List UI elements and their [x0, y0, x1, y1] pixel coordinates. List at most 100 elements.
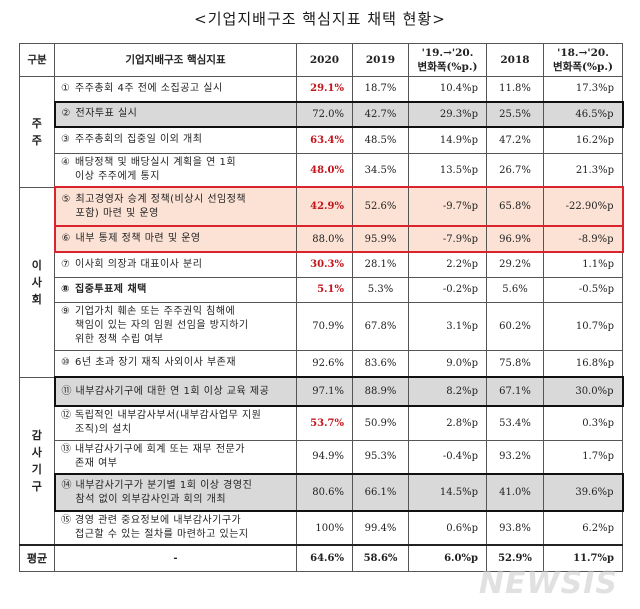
value-2020: 72.0% — [296, 100, 353, 128]
header-category: 구분 — [19, 43, 55, 77]
value-2019: 50.9% — [352, 405, 409, 441]
average-indicator: - — [54, 544, 297, 572]
change-18-20: 39.6%p — [543, 473, 624, 512]
value-2020: 70.9% — [296, 301, 353, 351]
table-row: ⑧ 집중투표제 채택 5.1% 5.3% -0.2%p 5.6% -0.5%p — [20, 276, 623, 303]
value-2018: 11.8% — [486, 76, 544, 102]
header-indicator: 기업지배구조 핵심지표 — [54, 43, 297, 77]
value-2018: 60.2% — [486, 301, 544, 351]
value-2019: 5.3% — [352, 276, 409, 303]
change-18-20: 6.2%p — [543, 510, 623, 546]
indicator-cell: ⑪ 내부감사기구에 대한 연 1회 이상 교육 제공 — [53, 376, 297, 407]
change-19-20: -0.2%p — [408, 276, 487, 303]
average-2018: 52.9% — [486, 544, 544, 572]
value-2019: 67.8% — [352, 301, 409, 351]
indicator-cell: ③ 주주총회의 집중일 이외 개최 — [54, 126, 297, 154]
value-2020: 63.4% — [296, 126, 353, 154]
value-2020: 48.0% — [296, 153, 353, 188]
change-19-20: 9.0%p — [408, 349, 487, 378]
header-2020: 2020 — [296, 43, 353, 77]
value-2019: 95.3% — [352, 439, 409, 475]
table-row: ③ 주주총회의 집중일 이외 개최 63.4% 48.5% 14.9%p 47.2… — [20, 126, 623, 154]
header-2018: 2018 — [486, 43, 544, 77]
indicator-cell: ⑧ 집중투표제 채택 — [54, 276, 297, 303]
value-2020: 97.1% — [296, 376, 353, 407]
change-19-20: 29.3%p — [408, 100, 487, 128]
change-18-20: 16.2%p — [543, 126, 623, 154]
indicator-cell: ⑦ 이사회 의장과 대표이사 분리 — [54, 251, 297, 278]
change-18-20: 17.3%p — [543, 76, 623, 102]
indicator-cell: ② 전자투표 실시 — [53, 100, 297, 128]
table-row: ⑮ 경영 관련 중요정보에 내부감사기구가 접근할 수 있는 절차를 마련하고 있는… — [20, 510, 623, 546]
table-row: ⑩ 6년 초과 장기 재직 사외이사 부존재 92.6% 83.6% 9.0%p … — [20, 349, 623, 378]
value-2018: 67.1% — [486, 376, 544, 407]
value-2020: 42.9% — [296, 186, 353, 227]
value-2020: 100% — [296, 510, 353, 546]
value-2020: 80.6% — [296, 473, 353, 512]
change-19-20: 13.5%p — [408, 153, 487, 188]
table-row: ⑫ 독립적인 내부감사부서(내부감사업무 지원 조직)의 설치 53.7% 50.9… — [20, 405, 623, 441]
value-2019: 99.4% — [352, 510, 409, 546]
value-2019: 28.1% — [352, 251, 409, 278]
change-19-20: 14.9%p — [408, 126, 487, 154]
table-row: ② 전자투표 실시 72.0% 42.7% 29.3%p 25.5% 46.5%p — [20, 100, 624, 128]
value-2018: 93.2% — [486, 439, 544, 475]
indicator-cell: ⑫ 독립적인 내부감사부서(내부감사업무 지원 조직)의 설치 — [54, 405, 297, 441]
value-2018: 26.7% — [486, 153, 544, 188]
change-18-20: -8.9%p — [543, 225, 624, 253]
change-19-20: 10.4%p — [408, 76, 487, 102]
indicator-cell: ① 주주총회 4주 전에 소집공고 실시 — [54, 76, 297, 102]
indicator-cell: ⑭ 내부감사기구가 분기별 1회 이상 경영진 참석 없이 외부감사인과 회의 개최 — [53, 473, 297, 512]
value-2018: 93.8% — [486, 510, 544, 546]
table-row: ⑦ 이사회 의장과 대표이사 분리 30.3% 28.1% 2.2%p 29.2%… — [20, 251, 623, 278]
value-2019: 42.7% — [352, 100, 409, 128]
value-2018: 65.8% — [486, 186, 544, 227]
value-2018: 96.9% — [486, 225, 544, 253]
table-row: ⑥ 내부 통제 정책 마련 및 운영 88.0% 95.9% -7.9%p 96.… — [20, 225, 624, 253]
change-19-20: 8.2%p — [408, 376, 487, 407]
value-2019: 66.1% — [352, 473, 409, 512]
header-change-18-20: '18.→'20. 변화폭(%p.) — [543, 43, 623, 77]
change-18-20: 10.7%p — [543, 301, 623, 351]
table-row: ⑬ 내부감사기구에 회계 또는 재무 전문가 존재 여부 94.9% 95.3% -… — [20, 439, 623, 475]
change-18-20: 30.0%p — [543, 376, 624, 407]
value-2019: 18.7% — [352, 76, 409, 102]
change-18-20: -22.90%p — [543, 186, 624, 227]
indicator-cell: ⑩ 6년 초과 장기 재직 사외이사 부존재 — [54, 349, 297, 378]
value-2020: 94.9% — [296, 439, 353, 475]
indicator-cell: ⑬ 내부감사기구에 회계 또는 재무 전문가 존재 여부 — [54, 439, 297, 475]
change-19-20: 2.8%p — [408, 405, 487, 441]
indicator-cell: ⑨ 기업가치 훼손 또는 주주권익 침해에 책임이 있는 자의 임원 선임을 방지하… — [54, 301, 297, 351]
value-2019: 48.5% — [352, 126, 409, 154]
category-average: 평균 — [19, 544, 55, 572]
change-19-20: -9.7%p — [408, 186, 487, 227]
header-change-19-20: '19.→'20. 변화폭(%p.) — [408, 43, 487, 77]
value-2020: 5.1% — [296, 276, 353, 303]
indicator-cell: ⑤ 최고경영자 승계 정책(비상시 선임정책 포함) 마련 및 운영 — [53, 186, 297, 227]
change-18-20: 1.1%p — [543, 251, 623, 278]
table-row: ⑨ 기업가치 훼손 또는 주주권익 침해에 책임이 있는 자의 임원 선임을 방지하… — [20, 301, 623, 351]
header-2019: 2019 — [352, 43, 409, 77]
value-2019: 88.9% — [352, 376, 409, 407]
change-18-20: 1.7%p — [543, 439, 623, 475]
change-19-20: -7.9%p — [408, 225, 487, 253]
change-19-20: -0.4%p — [408, 439, 487, 475]
governance-indicators-table: 구분 기업지배구조 핵심지표 2020 2019 '19.→'20. 변화폭(%… — [19, 43, 624, 572]
value-2018: 53.4% — [486, 405, 544, 441]
value-2019: 34.5% — [352, 153, 409, 188]
value-2018: 75.8% — [486, 349, 544, 378]
change-18-20: -0.5%p — [543, 276, 623, 303]
value-2020: 29.1% — [296, 76, 353, 102]
table-row: ④ 배당정책 및 배당실시 계획을 연 1회 이상 주주에게 통지 48.0% 34… — [20, 153, 623, 188]
value-2018: 41.0% — [486, 473, 544, 512]
newsis-watermark: NEWSIS — [478, 566, 618, 601]
average-2019: 58.6% — [352, 544, 409, 572]
average-change-19-20: 6.0%p — [408, 544, 487, 572]
change-19-20: 14.5%p — [408, 473, 487, 512]
table-row: ⑭ 내부감사기구가 분기별 1회 이상 경영진 참석 없이 외부감사인과 회의 개최… — [20, 473, 624, 512]
